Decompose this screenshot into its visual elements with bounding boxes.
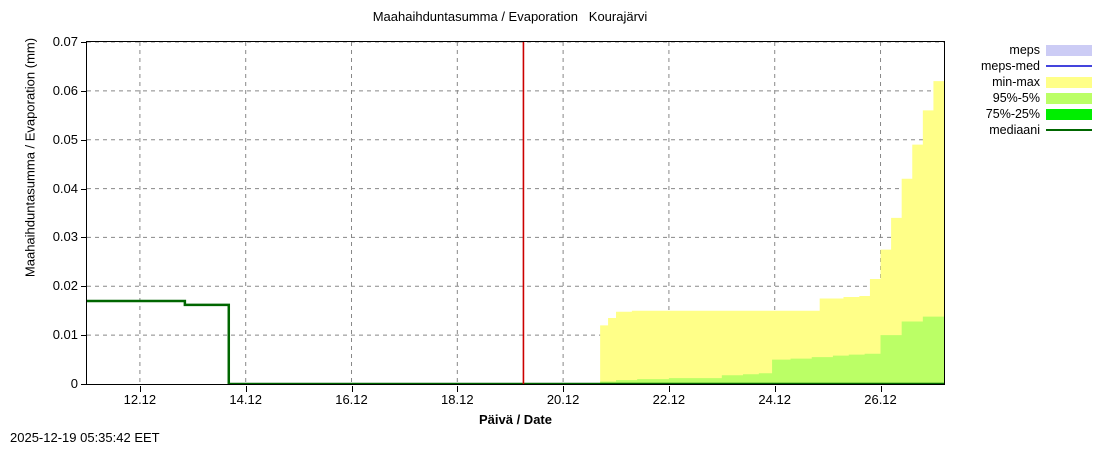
x-tick-label: 16.12	[335, 392, 368, 407]
timestamp-label: 2025-12-19 05:35:42 EET	[10, 430, 160, 445]
y-tick-label: 0.03	[52, 229, 78, 245]
legend-label: meps	[1009, 43, 1040, 57]
y-tick-mark	[81, 237, 86, 239]
legend-swatch-box	[1046, 44, 1092, 56]
legend-item[interactable]: 75%-25%	[960, 106, 1092, 122]
legend-item[interactable]: meps-med	[960, 58, 1092, 74]
legend-swatch-line	[1046, 65, 1092, 67]
legend-label: min-max	[992, 75, 1040, 89]
y-tick-label: 0.04	[52, 180, 78, 196]
legend-item[interactable]: mediaani	[960, 122, 1092, 138]
legend-label: meps-med	[980, 59, 1040, 73]
x-axis-title: Päivä / Date	[479, 412, 552, 427]
band-95%-5%	[600, 315, 944, 384]
plot-area	[86, 41, 945, 385]
x-tick-label: 22.12	[652, 392, 686, 407]
legend: meps meps-med min-max 95%-5% 75%-25% mediaani	[960, 42, 1092, 138]
y-axis-title: Maahaihduntasumma / Evaporation (mm)	[22, 37, 38, 278]
legend-label: mediaani	[989, 123, 1040, 137]
y-tick-mark	[81, 42, 86, 43]
y-tick-mark	[81, 384, 86, 385]
x-tick-mark	[245, 386, 247, 392]
y-tick-label: 0.05	[52, 131, 78, 147]
line-mediaani	[87, 299, 944, 384]
x-tick-label: 20.12	[546, 392, 580, 407]
x-tick-mark	[880, 386, 882, 392]
x-tick-mark	[457, 386, 459, 392]
y-tick-label: 0.06	[52, 82, 78, 98]
x-tick-label: 12.12	[123, 392, 157, 407]
x-tick-label: 24.12	[758, 392, 791, 407]
legend-swatch-line	[1046, 129, 1092, 131]
legend-item[interactable]: 95%-5%	[960, 90, 1092, 106]
chart-title: Maahaihduntasumma / Evaporation Kourajär…	[372, 9, 648, 24]
x-tick-mark	[774, 386, 776, 392]
y-tick-mark	[81, 335, 86, 337]
y-tick-mark	[81, 90, 86, 92]
y-tick-label: 0.02	[52, 278, 78, 294]
x-tick-label: 18.12	[441, 392, 474, 407]
plot-canvas	[87, 42, 944, 384]
band-min-max	[600, 66, 944, 384]
legend-item[interactable]: meps	[960, 42, 1092, 58]
y-tick-label: 0	[70, 376, 78, 391]
legend-swatch-box	[1046, 108, 1092, 120]
x-tick-mark	[351, 386, 353, 392]
y-tick-label: 0.01	[52, 327, 78, 343]
x-tick-mark	[563, 386, 565, 392]
legend-swatch-box	[1046, 92, 1092, 104]
y-tick-mark	[81, 286, 86, 288]
x-tick-mark	[668, 386, 670, 392]
legend-label: 95%-5%	[992, 91, 1040, 105]
y-tick-mark	[81, 139, 86, 141]
data-series-layer	[87, 66, 944, 384]
legend-label: 75%-25%	[985, 107, 1040, 121]
x-tick-label: 26.12	[864, 392, 897, 407]
x-tick-mark	[139, 386, 141, 392]
legend-swatch-box	[1046, 76, 1092, 88]
legend-item[interactable]: min-max	[960, 74, 1092, 90]
y-tick-mark	[81, 188, 86, 190]
y-tick-label: 0.07	[52, 34, 78, 49]
x-tick-label: 14.12	[229, 392, 262, 407]
